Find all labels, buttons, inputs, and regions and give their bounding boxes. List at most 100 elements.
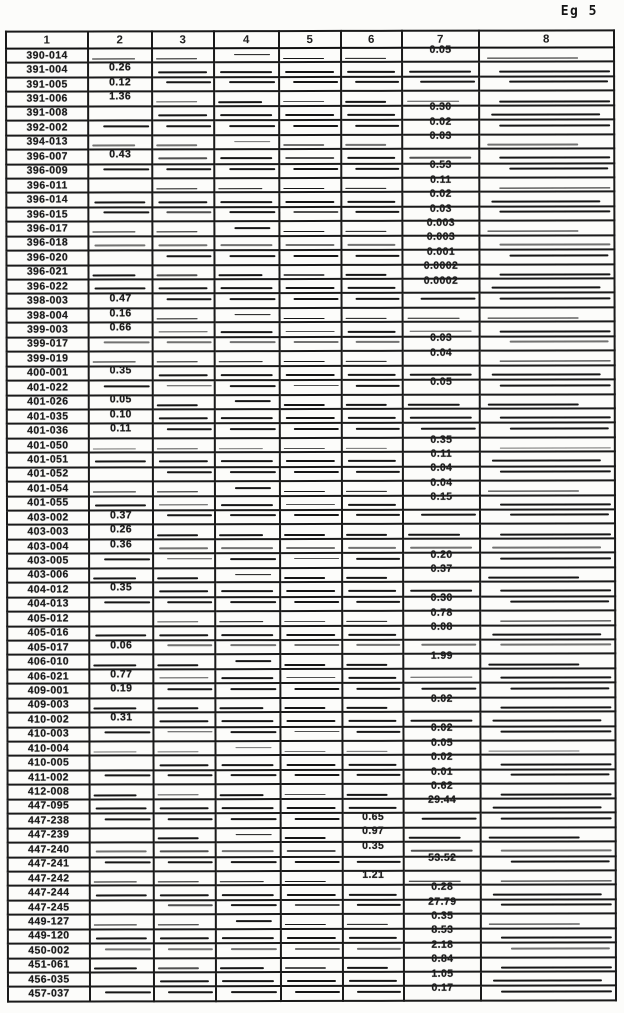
row-id: 447-241 [28, 857, 70, 870]
data-cell [479, 480, 615, 496]
row-id-cell: 403-006 [7, 568, 90, 583]
data-cell [89, 943, 154, 959]
table-row: 398-004 0.16 [6, 307, 615, 323]
table-row: 406-010 1.99 [7, 650, 616, 670]
data-cell [214, 178, 280, 193]
data-cell [214, 149, 280, 164]
data-cell [153, 654, 216, 670]
data-cell [215, 813, 281, 828]
data-cell [341, 76, 403, 92]
data-cell [152, 365, 215, 381]
data-cell [152, 452, 215, 468]
table-row: 450-002 2.18 [7, 939, 616, 959]
data-cell [153, 524, 216, 540]
data-cell [214, 279, 280, 294]
row-id-cell: 447-238 [7, 813, 90, 829]
data-cell [341, 278, 403, 294]
table-row: 399-019 0.04 [6, 346, 615, 367]
data-cell [280, 769, 343, 785]
cell-value: 0.02 [429, 115, 452, 128]
row-id: 401-052 [27, 467, 69, 481]
data-cell [280, 639, 343, 655]
cell-value: 0.003 [426, 231, 456, 244]
data-cell [280, 870, 343, 886]
cell-value: 0.04 [430, 346, 453, 359]
data-cell [153, 582, 216, 597]
data-cell [279, 423, 342, 438]
data-cell [479, 408, 615, 424]
data-cell [152, 178, 215, 193]
data-cell [279, 91, 342, 106]
table-row: 410-005 0.02 [7, 751, 616, 771]
data-cell [280, 885, 343, 900]
data-cell [152, 351, 215, 366]
cell-value: 0.11 [430, 173, 452, 186]
data-cell [402, 394, 480, 409]
table-row: 391-008 0.30 [6, 101, 615, 121]
data-cell [342, 726, 404, 741]
data-cell: 0.47 [88, 293, 153, 309]
data-cell [214, 365, 280, 381]
data-cell [279, 105, 342, 121]
row-id-cell: 404-013 [7, 597, 90, 612]
row-id: 401-054 [27, 482, 69, 495]
data-cell [341, 452, 403, 467]
data-cell [479, 307, 615, 322]
data-cell [153, 596, 216, 612]
data-cell [215, 538, 281, 554]
data-cell [88, 337, 153, 352]
table-row: 412-008 0.62 [7, 780, 616, 800]
data-cell [89, 799, 154, 814]
column-header: 8 [478, 30, 615, 48]
data-cell [480, 552, 616, 568]
data-cell [279, 509, 343, 525]
row-id-cell: 403-004 [7, 539, 90, 554]
table-row: 410-004 0.05 [7, 736, 616, 757]
column-header: 3 [151, 31, 215, 49]
data-cell [152, 221, 215, 237]
row-id-cell: 396-017 [6, 221, 89, 237]
table-row: 391-005 0.12 [6, 76, 615, 92]
row-id: 401-026 [27, 395, 69, 408]
data-cell [279, 307, 342, 323]
data-cell [342, 639, 404, 655]
row-id-cell: 403-002 [6, 510, 90, 526]
row-id-cell: 457-037 [7, 986, 91, 1002]
row-id: 409-001 [27, 684, 70, 697]
data-cell [279, 235, 342, 251]
data-cell [341, 177, 403, 193]
table-row: 410-003 0.02 [7, 722, 616, 742]
table-row: 399-003 0.66 [6, 321, 615, 338]
data-cell [479, 90, 615, 106]
row-id: 403-002 [27, 511, 69, 524]
data-cell: 0.43 [88, 148, 153, 164]
data-cell [479, 177, 615, 193]
data-cell: 0.0002 [402, 274, 480, 294]
data-cell [214, 510, 281, 525]
table-row: 404-012 0.35 [7, 581, 616, 598]
data-cell [214, 466, 280, 482]
data-cell [279, 47, 342, 63]
data-cell [402, 307, 480, 323]
data-cell [214, 91, 280, 106]
row-id-cell: 451-061 [7, 958, 90, 973]
data-cell [279, 62, 342, 77]
row-id: 392-002 [26, 121, 68, 134]
row-id-cell: 449-127 [7, 914, 90, 930]
data-cell: 0.31 [89, 711, 154, 728]
row-id-cell: 391-006 [6, 91, 89, 107]
row-id: 391-005 [26, 78, 68, 91]
data-cell [153, 928, 216, 944]
data-cell [342, 885, 404, 900]
data-cell [279, 365, 342, 381]
row-id: 399-017 [26, 337, 69, 351]
row-id-cell: 396-011 [6, 178, 89, 194]
column-header: 6 [340, 30, 403, 48]
data-cell [480, 812, 616, 828]
row-id-cell: 447-244 [7, 885, 90, 901]
data-cell [153, 669, 216, 684]
cell-value: 0.36 [110, 537, 133, 551]
cell-value: 0.0002 [423, 259, 459, 273]
data-cell [280, 971, 343, 987]
data-cell [152, 394, 215, 410]
